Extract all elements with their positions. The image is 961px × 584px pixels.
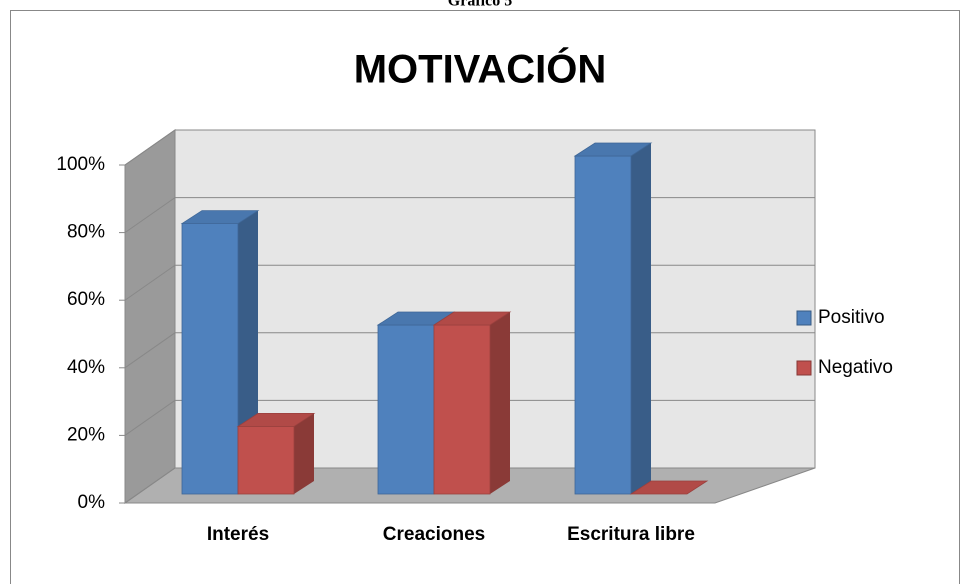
- bar: [433, 324, 491, 495]
- legend-swatch: [796, 310, 812, 326]
- legend-label: Negativo: [818, 357, 893, 378]
- bar: [181, 223, 239, 495]
- y-tick-label: 40%: [67, 357, 105, 378]
- bar-top: [629, 480, 709, 495]
- y-tick-label: 80%: [67, 222, 105, 243]
- bar-side: [490, 312, 510, 494]
- grid-line: [124, 129, 815, 166]
- y-tick-label: 100%: [56, 154, 105, 175]
- y-tick-label: 20%: [67, 424, 105, 445]
- legend-swatch: [796, 360, 812, 376]
- side-wall: [124, 129, 176, 504]
- caption: Gráfico 5: [448, 0, 512, 10]
- x-tick-label: Interés: [207, 524, 269, 545]
- bar-top: [236, 412, 316, 427]
- bar: [237, 425, 295, 495]
- chart-title: MOTIVACIÓN: [354, 46, 607, 92]
- legend-label: Positivo: [818, 307, 885, 328]
- bar-side: [631, 143, 651, 494]
- bar-top: [432, 311, 512, 326]
- bar: [574, 155, 632, 495]
- x-tick-label: Escritura libre: [567, 524, 695, 545]
- x-tick-label: Creaciones: [383, 524, 485, 545]
- bar-side: [294, 413, 314, 494]
- bar-top: [180, 210, 260, 225]
- y-tick-label: 60%: [67, 289, 105, 310]
- bar: [377, 324, 435, 495]
- bar-top: [573, 142, 653, 157]
- y-tick-label: 0%: [78, 492, 106, 513]
